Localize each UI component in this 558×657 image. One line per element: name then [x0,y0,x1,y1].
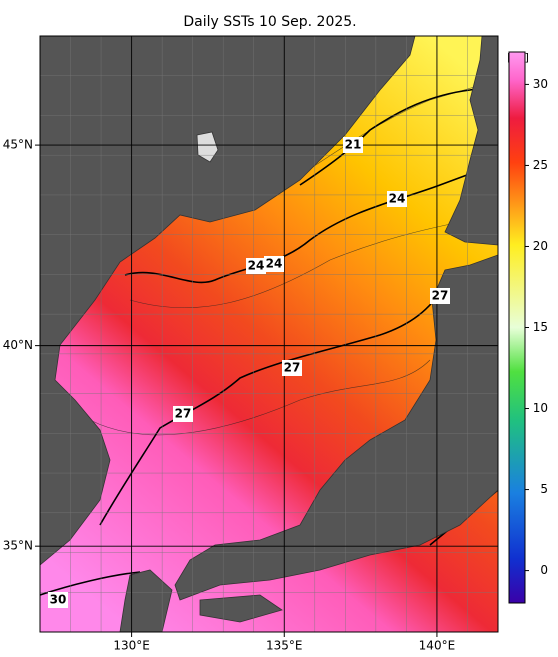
lat-tick-label: 40°N [3,338,33,352]
honshu [174,254,498,601]
label-box [282,360,302,376]
kyushu [119,569,173,632]
label-box [173,406,193,422]
continent [40,36,416,566]
lon-tick-label: 135°E [266,639,303,653]
contour-line [89,359,431,436]
label-box [246,258,266,274]
label-box [48,592,68,608]
hokkaido [444,36,498,246]
contour-labels: 21 24 24 24 27 27 27 30 [48,137,450,608]
map-area [40,36,498,632]
colorbar-tick-label: 30 [533,77,548,91]
contour-label: 24 [266,257,283,271]
contour-label: 21 [345,138,362,152]
contour-label: 24 [248,259,265,273]
graticule [40,36,498,632]
label-box [430,288,450,304]
lat-tick-label: 35°N [3,539,33,553]
map-frame [39,35,499,633]
label-box [343,137,363,153]
island [196,131,219,163]
label-box [387,191,407,207]
contour-line [299,79,498,176]
contour-label: 27 [175,407,192,421]
contour-label: 30 [50,593,67,607]
contour-line [99,284,446,526]
contour-label: 27 [432,289,449,303]
colorbar-tick-label: 20 [533,239,548,253]
label-box [264,256,284,272]
land [40,36,498,632]
colorbar-scale [508,51,526,604]
colorbar-tick-label: 0 [540,563,548,577]
lon-tick-label: 140°E [419,639,456,653]
lat-tick-label: 45°N [3,138,33,152]
colorbar: 0 5 10 15 20 25 30 [508,51,548,604]
contour-line [299,84,498,186]
contour-line [40,571,141,596]
contour-label: 27 [284,361,301,375]
contour-label: 24 [389,192,406,206]
colorbar-tick-label: 5 [540,482,548,496]
lon-tick-label: 130°E [113,639,150,653]
colorbar-tick-label: 10 [533,401,548,415]
contour-line [129,219,471,309]
map-title: Daily SSTs 10 Sep. 2025. [183,14,356,30]
colorbar-tick-label: 15 [533,320,548,334]
shikoku [199,594,283,623]
colorbar-tick-label: 25 [533,158,548,172]
